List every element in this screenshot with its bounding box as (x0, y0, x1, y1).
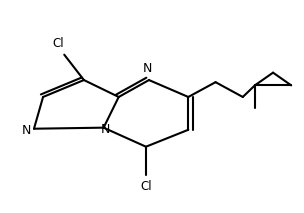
Text: N: N (143, 62, 152, 75)
Text: N: N (22, 124, 31, 137)
Text: Cl: Cl (140, 180, 152, 193)
Text: Cl: Cl (52, 36, 64, 49)
Text: N: N (100, 123, 110, 136)
